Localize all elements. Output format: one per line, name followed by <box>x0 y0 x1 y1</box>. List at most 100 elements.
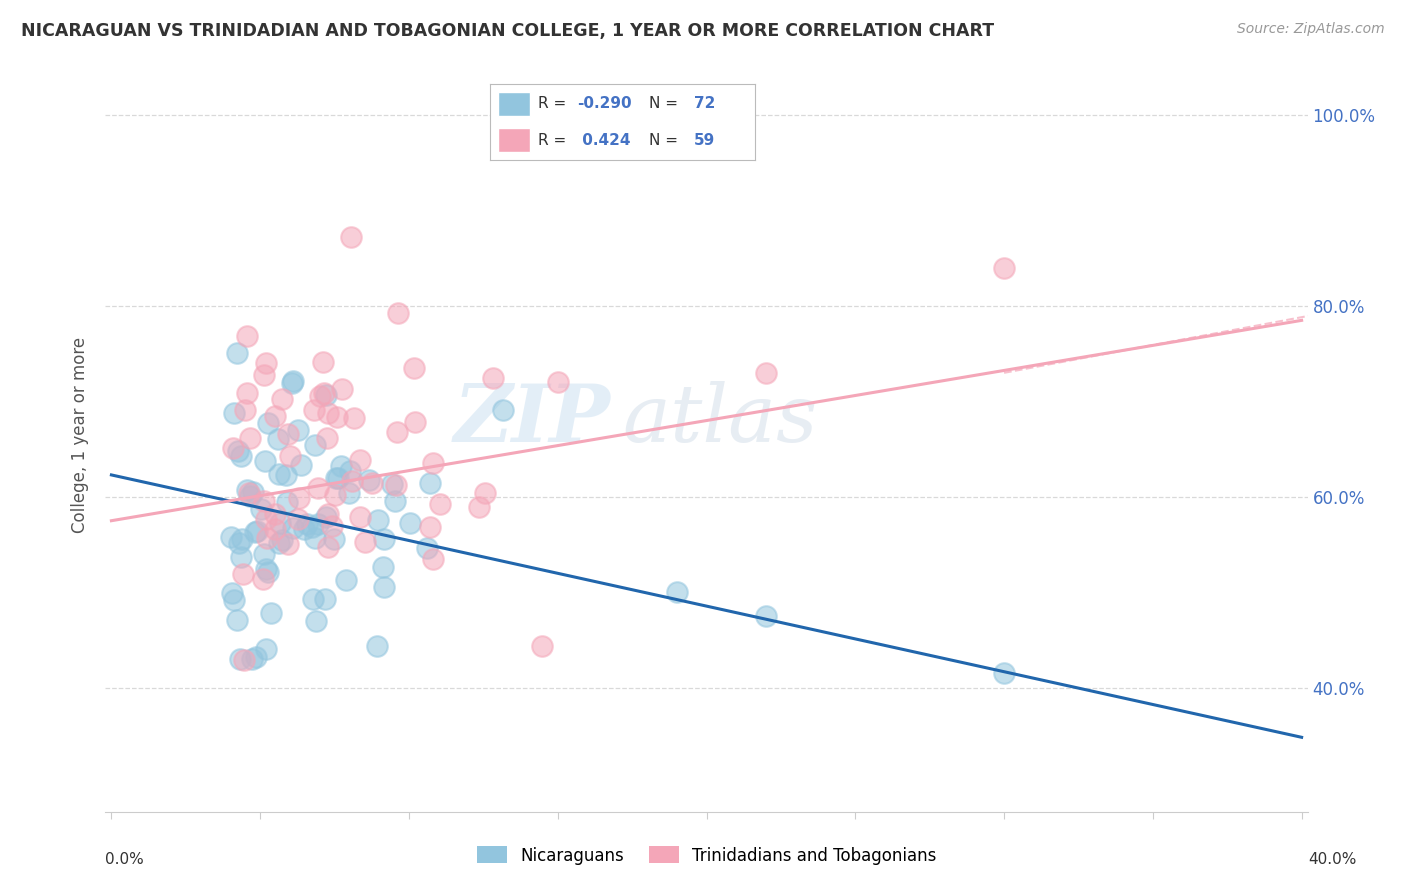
Point <box>264 507 287 521</box>
Point <box>482 371 505 385</box>
Point <box>232 653 254 667</box>
Point <box>307 482 329 496</box>
Point <box>221 586 243 600</box>
Point <box>325 488 347 502</box>
Point <box>246 524 269 538</box>
Point <box>530 639 553 653</box>
Text: ZIP: ZIP <box>454 381 610 458</box>
Point <box>297 517 319 532</box>
Point <box>419 520 441 534</box>
Point <box>304 438 326 452</box>
Point <box>232 567 254 582</box>
Point <box>277 427 299 442</box>
Point <box>305 615 328 629</box>
Point <box>339 464 361 478</box>
Point <box>264 409 287 423</box>
Point <box>325 471 347 485</box>
Point <box>231 532 253 546</box>
Point <box>281 521 304 535</box>
Point <box>229 450 252 464</box>
Point <box>253 547 276 561</box>
Point <box>385 425 408 439</box>
Point <box>274 467 297 482</box>
Point <box>304 403 326 417</box>
Point <box>235 385 257 400</box>
Point <box>254 356 277 370</box>
Point <box>271 533 294 548</box>
Point <box>253 494 276 508</box>
Point <box>314 591 336 606</box>
Point <box>225 346 247 360</box>
Point <box>222 442 245 456</box>
Point <box>253 454 276 468</box>
Point <box>381 476 404 491</box>
Point <box>250 502 273 516</box>
Point <box>222 593 245 607</box>
Point <box>240 652 263 666</box>
Point <box>314 385 336 400</box>
Point <box>276 495 298 509</box>
Point <box>343 411 366 425</box>
Point <box>270 392 292 406</box>
Point <box>233 403 256 417</box>
Point <box>755 609 778 624</box>
Point <box>315 510 337 524</box>
Point <box>492 403 515 417</box>
Point <box>269 516 291 531</box>
Point <box>322 532 344 546</box>
Point <box>254 561 277 575</box>
Point <box>256 531 278 545</box>
Point <box>547 376 569 390</box>
Point <box>301 519 323 533</box>
Point <box>316 507 339 521</box>
Point <box>281 375 304 389</box>
Point <box>287 491 309 506</box>
Point <box>361 475 384 490</box>
Point <box>229 550 252 565</box>
Point <box>287 423 309 437</box>
Point <box>287 511 309 525</box>
Point <box>278 450 301 464</box>
Point <box>254 512 277 526</box>
Text: atlas: atlas <box>623 381 818 458</box>
Point <box>468 500 491 515</box>
Point <box>267 432 290 446</box>
Point <box>422 552 444 566</box>
Point <box>229 651 252 665</box>
Point <box>304 531 326 545</box>
Point <box>239 431 262 445</box>
Point <box>367 513 389 527</box>
Point <box>236 483 259 497</box>
Point <box>309 389 332 403</box>
Point <box>330 382 353 396</box>
Point <box>226 613 249 627</box>
Point <box>339 486 361 500</box>
Point <box>277 537 299 551</box>
Legend: Nicaraguans, Trinidadians and Tobagonians: Nicaraguans, Trinidadians and Tobagonian… <box>470 839 943 871</box>
Point <box>373 533 395 547</box>
Point <box>357 473 380 487</box>
Point <box>665 585 688 599</box>
Point <box>399 516 422 531</box>
Point <box>228 536 250 550</box>
Y-axis label: College, 1 year or more: College, 1 year or more <box>72 337 90 533</box>
Point <box>993 666 1015 681</box>
Text: 40.0%: 40.0% <box>1309 852 1357 867</box>
Point <box>226 443 249 458</box>
Text: NICARAGUAN VS TRINIDADIAN AND TOBAGONIAN COLLEGE, 1 YEAR OR MORE CORRELATION CHA: NICARAGUAN VS TRINIDADIAN AND TOBAGONIAN… <box>21 22 994 40</box>
Point <box>340 475 363 489</box>
Point <box>252 572 274 586</box>
Point <box>269 467 291 481</box>
Point <box>429 497 451 511</box>
Point <box>419 475 441 490</box>
Point <box>301 592 323 607</box>
Point <box>316 540 339 554</box>
Point <box>236 329 259 343</box>
Point <box>474 486 496 500</box>
Point <box>290 458 312 472</box>
Point <box>311 355 333 369</box>
Point <box>257 566 280 580</box>
Point <box>321 518 343 533</box>
Point <box>339 229 361 244</box>
Point <box>349 509 371 524</box>
